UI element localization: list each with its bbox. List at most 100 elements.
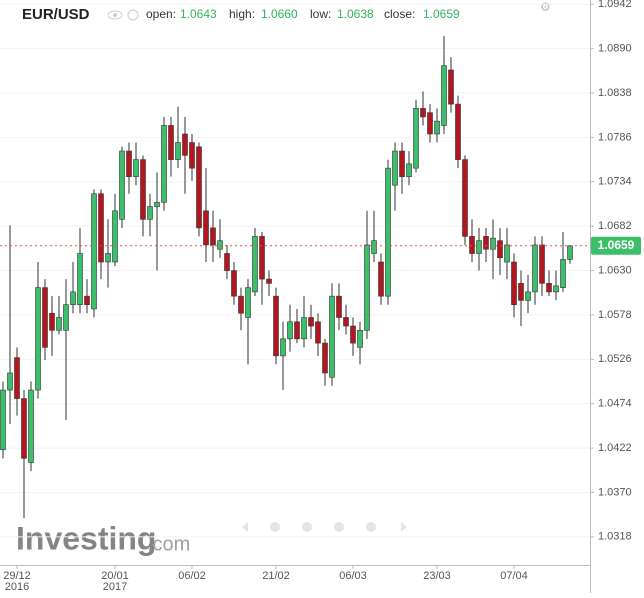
candle-body [126, 150, 132, 177]
low-value: 1.0638 [337, 7, 374, 21]
candle-body [84, 295, 90, 305]
candle-body [21, 398, 27, 459]
candle-body [378, 261, 384, 297]
candle-body [455, 103, 461, 160]
close-value: 1.0659 [423, 7, 460, 21]
candle-body [567, 245, 573, 260]
y-tick-label: 1.0734 [598, 176, 632, 188]
candle-body [119, 150, 125, 220]
candle-body [35, 287, 41, 391]
candle-body [504, 244, 510, 263]
x-tick-label: 06/02 [178, 570, 206, 582]
candle-body [553, 285, 559, 293]
candle-body [70, 291, 76, 305]
candle-body [406, 163, 412, 177]
candle-body [203, 210, 209, 246]
candle-body [322, 342, 328, 374]
high-value: 1.0660 [261, 7, 298, 21]
candle-body [280, 338, 286, 357]
candle-body [266, 278, 272, 284]
x-year-label: 2016 [5, 581, 29, 593]
y-tick-label: 1.0890 [598, 43, 632, 55]
candle-body [476, 240, 482, 254]
candle-body [539, 244, 545, 284]
watermark: Investing .com [16, 520, 190, 556]
candle-body [91, 193, 97, 310]
candle-body [462, 159, 468, 237]
candle-body [252, 236, 258, 293]
x-tick-label: 29/12 [3, 570, 31, 582]
y-tick-label: 1.0786 [598, 131, 632, 143]
candle-body [525, 291, 531, 301]
candle-body [420, 108, 426, 118]
candle-body [448, 69, 454, 105]
candle-body [42, 287, 48, 348]
candle-body [294, 321, 300, 340]
candle-body [140, 159, 146, 220]
candle-body [385, 167, 391, 297]
y-tick-label: 1.0422 [598, 442, 632, 454]
candle-body [0, 389, 6, 451]
candle-body [413, 108, 419, 169]
candle-body [287, 321, 293, 340]
nav-controls[interactable] [242, 522, 407, 532]
candle-body [357, 329, 363, 348]
last-price-box [591, 236, 641, 255]
eye-icon[interactable] [107, 10, 123, 20]
candle-body [329, 295, 335, 378]
candle-body [245, 287, 251, 318]
candle-body [133, 159, 139, 177]
candle-body [77, 253, 83, 305]
candle-body [175, 142, 181, 160]
candle-body [217, 240, 223, 250]
candle-body [371, 240, 377, 254]
candle-body [308, 317, 314, 327]
y-tick-label: 1.0838 [598, 87, 632, 99]
y-tick-label: 1.0578 [598, 309, 632, 321]
candle-body [98, 193, 104, 263]
candle-body [518, 283, 524, 301]
open-label: open: [146, 7, 176, 21]
candle-body [210, 227, 216, 246]
candle-body [168, 125, 174, 160]
settings-icon[interactable] [127, 9, 139, 21]
candle-body [224, 253, 230, 271]
candle-body [560, 259, 566, 288]
y-tick-label: 1.0370 [598, 486, 632, 498]
candle-body [497, 240, 503, 259]
high-label: high: [229, 7, 255, 21]
x-tick-label: 23/03 [423, 570, 451, 582]
last-price-label: 1.0659 [598, 238, 635, 252]
y-tick-label: 1.0474 [598, 398, 632, 410]
candle-body [350, 325, 356, 344]
candle-body [469, 236, 475, 254]
candle-body [511, 261, 517, 305]
y-tick-label: 1.0682 [598, 220, 632, 232]
candle-body [231, 270, 237, 297]
brand-name: Investing [16, 520, 156, 556]
candle-body [392, 150, 398, 186]
close-label: close: [384, 7, 415, 21]
candle-body [483, 236, 489, 250]
brand-suffix: .com [147, 533, 190, 555]
candle-body [196, 146, 202, 229]
candle-body [112, 210, 118, 263]
candle-body [147, 206, 153, 220]
y-tick-label: 1.0318 [598, 531, 632, 543]
settings-button[interactable]: ⚙ [540, 0, 551, 14]
candle-body [154, 201, 160, 207]
candle-body [49, 312, 55, 331]
candle-body [28, 389, 34, 463]
x-tick-label: 21/02 [262, 570, 290, 582]
candle-body [315, 321, 321, 344]
candle-body [273, 295, 279, 357]
open-value: 1.0643 [180, 7, 217, 21]
candle-body [259, 236, 265, 280]
candle-body [343, 317, 349, 327]
plot-area [0, 3, 590, 538]
header: EUR/USD open: 1.0643 high: 1.0660 low: 1… [22, 0, 551, 23]
candle-body [63, 304, 69, 331]
candle-body [14, 357, 20, 399]
